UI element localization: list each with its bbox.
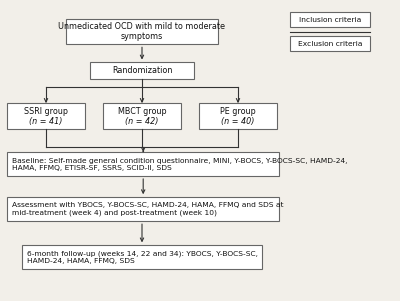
Text: Unmedicated OCD with mild to moderate
symptoms: Unmedicated OCD with mild to moderate sy… (58, 22, 226, 41)
Text: Assessment with YBOCS, Y-BOCS-SC, HAMD-24, HAMA, FFMQ and SDS at
mid-treatment (: Assessment with YBOCS, Y-BOCS-SC, HAMD-2… (12, 203, 284, 216)
Text: SSRI group: SSRI group (24, 107, 68, 116)
Text: Randomization: Randomization (112, 66, 172, 75)
Text: 6-month follow-up (weeks 14, 22 and 34): YBOCS, Y-BOCS-SC,
HAMD-24, HAMA, FFMQ, : 6-month follow-up (weeks 14, 22 and 34):… (27, 251, 258, 264)
FancyBboxPatch shape (290, 36, 370, 51)
Text: MBCT group: MBCT group (118, 107, 166, 116)
Text: (n = 41): (n = 41) (29, 117, 63, 126)
FancyBboxPatch shape (199, 103, 277, 129)
FancyBboxPatch shape (290, 12, 370, 27)
FancyBboxPatch shape (7, 103, 85, 129)
FancyBboxPatch shape (7, 152, 279, 176)
Text: Inclusion criteria: Inclusion criteria (299, 17, 361, 23)
Text: (n = 42): (n = 42) (125, 117, 159, 126)
FancyBboxPatch shape (66, 19, 218, 44)
FancyBboxPatch shape (22, 245, 262, 269)
Text: Exclusion criteria: Exclusion criteria (298, 41, 362, 47)
FancyBboxPatch shape (103, 103, 181, 129)
Text: (n = 40): (n = 40) (221, 117, 255, 126)
Text: PE group: PE group (220, 107, 256, 116)
FancyBboxPatch shape (7, 197, 279, 221)
Text: Baseline: Self-made general condition questionnaire, MINI, Y-BOCS, Y-BOCS-SC, HA: Baseline: Self-made general condition qu… (12, 157, 348, 171)
FancyBboxPatch shape (90, 62, 194, 79)
